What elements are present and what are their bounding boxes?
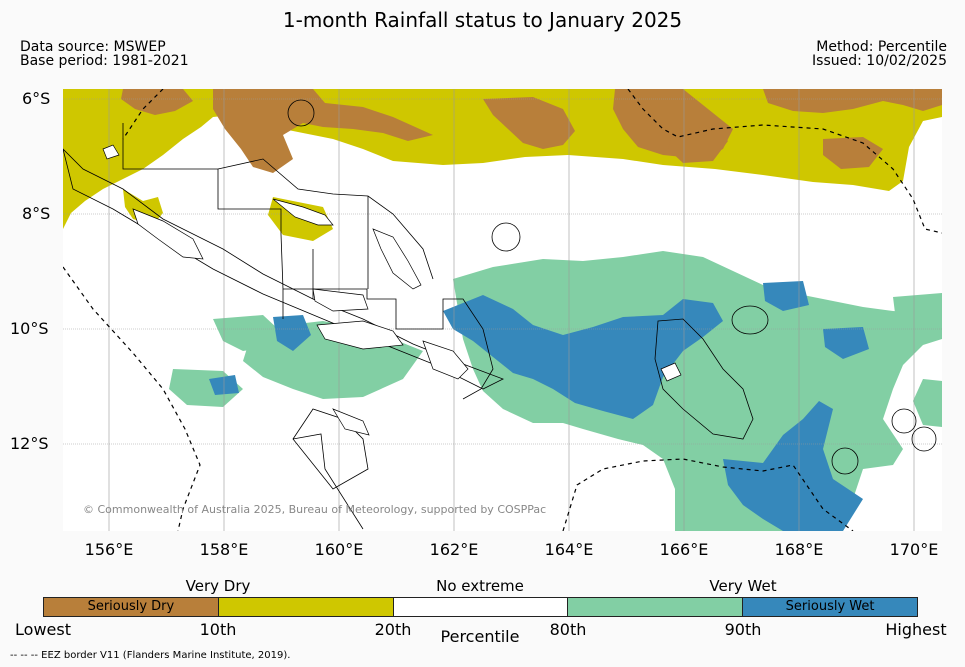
colorbar-dry bbox=[218, 598, 394, 616]
legend-caption-no-extreme: No extreme bbox=[436, 577, 524, 595]
rainfall-map bbox=[63, 89, 942, 531]
legend-caption-very-wet: Very Wet bbox=[709, 577, 777, 595]
method: Method: Percentile bbox=[816, 39, 947, 55]
colorbar-tick-80th: 80th bbox=[549, 620, 587, 639]
lon-label-160e: 160°E bbox=[314, 540, 364, 559]
colorbar-axis-title: Percentile bbox=[440, 627, 520, 646]
eez-footnote: -- -- -- EEZ border V11 (Flanders Marine… bbox=[10, 650, 291, 661]
lon-label-164e: 164°E bbox=[544, 540, 594, 559]
island-rings bbox=[287, 99, 937, 475]
islands bbox=[102, 144, 682, 436]
colorbar-seriously-wet-label: Seriously Wet bbox=[785, 599, 875, 614]
issued-date: Issued: 10/02/2025 bbox=[812, 53, 947, 69]
colorbar-seriously-wet: Seriously Wet bbox=[743, 598, 917, 616]
legend-caption-very-dry: Very Dry bbox=[185, 577, 251, 595]
copyright-notice: © Commonwealth of Australia 2025, Bureau… bbox=[83, 503, 547, 516]
colorbar-tick-90th: 90th bbox=[724, 620, 762, 639]
colorbar-tick-10th: 10th bbox=[199, 620, 237, 639]
data-source: Data source: MSWEP bbox=[20, 39, 166, 55]
eez-border bbox=[63, 89, 942, 531]
colorbar-seriously-dry-label: Seriously Dry bbox=[87, 599, 175, 614]
lat-label-6s: 6°S bbox=[22, 89, 51, 108]
colorbar-seriously-dry: Seriously Dry bbox=[44, 598, 219, 616]
map-title: 1-month Rainfall status to January 2025 bbox=[282, 8, 683, 32]
colorbar: Seriously Dry Seriously Wet bbox=[43, 597, 918, 617]
lon-label-168e: 168°E bbox=[774, 540, 824, 559]
meta-left: Data source: MSWEP Base period: 1981-202… bbox=[20, 40, 189, 68]
lon-label-158e: 158°E bbox=[199, 540, 249, 559]
meta-right: Method: Percentile Issued: 10/02/2025 bbox=[812, 40, 947, 68]
colorbar-tick-highest: Highest bbox=[885, 620, 947, 639]
graticule bbox=[63, 89, 942, 531]
colorbar-tick-lowest: Lowest bbox=[15, 620, 71, 639]
lat-label-12s: 12°S bbox=[10, 434, 49, 453]
lat-label-8s: 8°S bbox=[22, 204, 51, 223]
lon-label-166e: 166°E bbox=[659, 540, 709, 559]
colorbar-wet bbox=[568, 598, 744, 616]
base-period: Base period: 1981-2021 bbox=[20, 53, 189, 69]
colorbar-normal bbox=[393, 598, 569, 616]
lon-label-162e: 162°E bbox=[429, 540, 479, 559]
seriously-wet-region bbox=[209, 281, 869, 531]
colorbar-tick-20th: 20th bbox=[374, 620, 412, 639]
lat-label-10s: 10°S bbox=[10, 319, 49, 338]
lon-label-156e: 156°E bbox=[84, 540, 134, 559]
lon-label-170e: 170°E bbox=[889, 540, 939, 559]
